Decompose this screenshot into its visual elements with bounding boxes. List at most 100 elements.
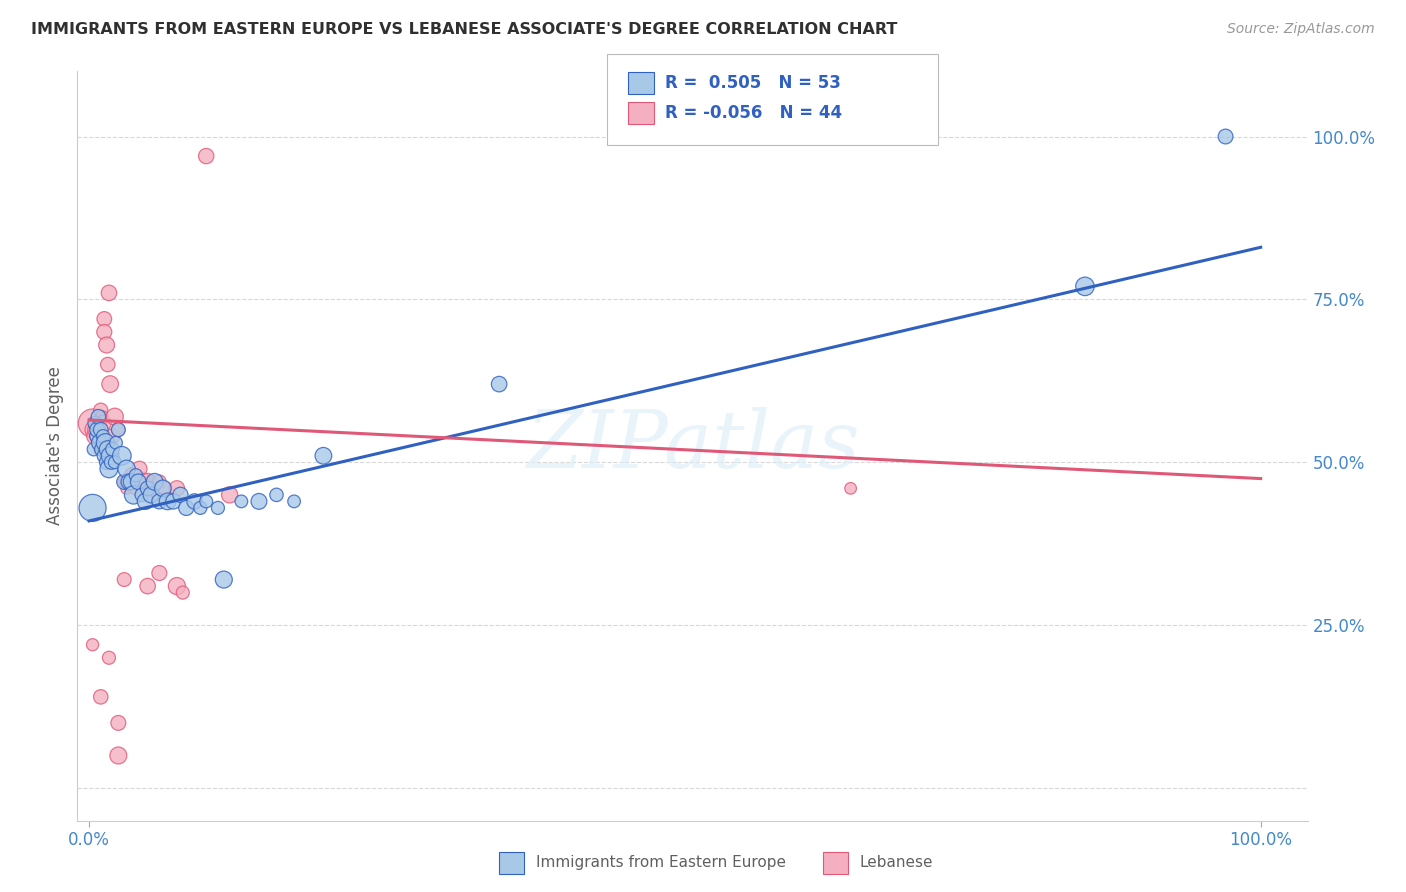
Point: [90, 690, 112, 704]
Point: [118, 475, 141, 489]
Point: [207, 500, 229, 515]
Point: [107, 423, 129, 437]
Point: [155, 481, 177, 495]
Point: [112, 475, 135, 489]
Point: [97, 358, 120, 372]
Point: [104, 455, 127, 469]
Point: [84, 423, 107, 437]
Text: Lebanese: Lebanese: [859, 855, 932, 870]
Point: [121, 468, 143, 483]
Point: [96, 455, 118, 469]
Point: [118, 475, 141, 489]
Point: [125, 468, 148, 483]
Y-axis label: Associate's Degree: Associate's Degree: [46, 367, 65, 525]
Point: [212, 573, 235, 587]
Point: [188, 500, 212, 515]
Point: [218, 488, 240, 502]
Point: [247, 494, 270, 508]
Point: [231, 494, 253, 508]
Point: [86, 429, 108, 443]
Text: ZIPatlas: ZIPatlas: [526, 408, 859, 484]
Point: [166, 579, 188, 593]
Point: [156, 494, 179, 508]
Point: [90, 442, 114, 457]
Point: [83, 442, 105, 457]
Point: [101, 429, 124, 443]
Point: [148, 475, 170, 489]
Point: [283, 494, 305, 508]
Point: [111, 449, 134, 463]
Point: [1215, 129, 1237, 144]
Point: [93, 449, 115, 463]
Point: [195, 149, 218, 163]
Point: [127, 475, 149, 489]
Point: [131, 488, 153, 502]
Point: [91, 416, 114, 430]
Point: [115, 462, 138, 476]
Point: [136, 481, 159, 495]
Point: [90, 409, 114, 424]
Point: [94, 435, 117, 450]
Point: [93, 312, 115, 326]
Text: Immigrants from Eastern Europe: Immigrants from Eastern Europe: [536, 855, 786, 870]
Point: [107, 423, 129, 437]
Point: [87, 409, 110, 424]
Point: [89, 435, 111, 450]
Text: R =  0.505   N = 53: R = 0.505 N = 53: [665, 74, 841, 92]
Text: R = -0.056   N = 44: R = -0.056 N = 44: [665, 104, 842, 122]
Point: [93, 325, 115, 339]
Point: [112, 573, 135, 587]
Point: [266, 488, 288, 502]
Point: [83, 423, 105, 437]
Point: [105, 435, 127, 450]
Point: [101, 442, 124, 457]
Point: [152, 481, 174, 495]
Point: [312, 449, 335, 463]
Point: [98, 462, 120, 476]
Point: [98, 285, 120, 300]
Point: [96, 338, 118, 352]
Point: [128, 462, 150, 476]
Point: [86, 423, 108, 437]
Point: [120, 475, 142, 489]
Point: [143, 475, 166, 489]
Point: [839, 481, 862, 495]
Point: [125, 481, 148, 495]
Text: Source: ZipAtlas.com: Source: ZipAtlas.com: [1227, 22, 1375, 37]
Point: [166, 481, 188, 495]
Point: [98, 449, 121, 463]
Point: [142, 488, 165, 502]
Point: [195, 494, 218, 508]
Point: [162, 494, 184, 508]
Point: [84, 429, 107, 443]
Point: [89, 442, 111, 457]
Point: [84, 416, 107, 430]
Point: [90, 403, 112, 417]
Point: [134, 494, 156, 508]
Point: [141, 488, 163, 502]
Point: [87, 435, 110, 450]
Point: [98, 650, 120, 665]
Point: [91, 429, 114, 443]
Point: [107, 715, 129, 730]
Text: IMMIGRANTS FROM EASTERN EUROPE VS LEBANESE ASSOCIATE'S DEGREE CORRELATION CHART: IMMIGRANTS FROM EASTERN EUROPE VS LEBANE…: [31, 22, 897, 37]
Point: [183, 494, 205, 508]
Point: [104, 409, 127, 424]
Point: [97, 442, 120, 457]
Point: [136, 579, 159, 593]
Point: [488, 377, 510, 392]
Point: [1074, 279, 1097, 293]
Point: [122, 488, 145, 502]
Point: [132, 475, 155, 489]
Point: [172, 585, 194, 599]
Point: [112, 475, 135, 489]
Point: [82, 638, 104, 652]
Point: [107, 748, 129, 763]
Point: [100, 455, 122, 469]
Point: [82, 500, 104, 515]
Point: [90, 423, 112, 437]
Point: [84, 429, 107, 443]
Point: [136, 475, 159, 489]
Point: [82, 416, 104, 430]
Point: [98, 377, 121, 392]
